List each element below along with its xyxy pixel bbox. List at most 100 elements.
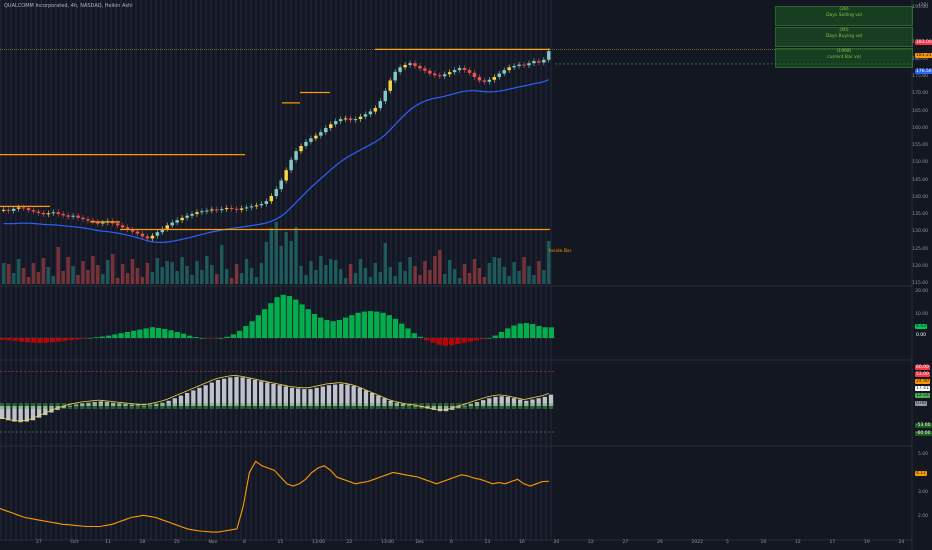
signal-band bbox=[493, 403, 498, 409]
bg-stripe bbox=[340, 0, 342, 540]
macd-bar bbox=[259, 381, 264, 406]
candle-body bbox=[86, 219, 90, 221]
macd-bar bbox=[12, 406, 17, 422]
time-tick-label: 13 bbox=[484, 540, 491, 545]
bg-stripe bbox=[85, 0, 87, 540]
time-tick-label: 18 bbox=[139, 540, 146, 545]
candle-body bbox=[319, 132, 323, 136]
signal-band bbox=[308, 403, 313, 409]
candle-body bbox=[115, 223, 120, 226]
macd-bar bbox=[98, 401, 103, 406]
candle-body bbox=[492, 77, 497, 80]
momentum-bar bbox=[361, 311, 367, 338]
macd-bar bbox=[148, 405, 153, 406]
candle-body bbox=[155, 232, 160, 236]
volume-bar bbox=[36, 272, 41, 284]
candle-body bbox=[41, 212, 46, 215]
momentum-bar bbox=[430, 338, 436, 343]
bg-stripe bbox=[395, 0, 397, 540]
signal-band bbox=[431, 403, 436, 409]
candle-body bbox=[527, 63, 531, 66]
macd-bar bbox=[518, 399, 523, 406]
momentum-bar bbox=[461, 338, 467, 343]
macd-bar bbox=[61, 406, 66, 408]
candle-body bbox=[31, 210, 36, 212]
momentum-bar bbox=[162, 328, 168, 338]
candle-body bbox=[56, 212, 60, 214]
volume-bar bbox=[497, 258, 501, 284]
volume-bar bbox=[264, 242, 269, 284]
candle-body bbox=[6, 209, 11, 211]
volume-bar bbox=[428, 270, 432, 284]
volume-bar bbox=[175, 271, 179, 284]
signal-band bbox=[185, 403, 190, 409]
macd-bar bbox=[413, 406, 418, 407]
momentum-bar bbox=[112, 334, 118, 338]
macd-bar bbox=[302, 389, 307, 406]
volume-bar bbox=[368, 277, 373, 284]
bg-stripe bbox=[470, 0, 472, 540]
time-tick-label: 2022 bbox=[691, 540, 703, 545]
bg-stripe bbox=[260, 0, 262, 540]
candle-body bbox=[229, 208, 234, 210]
momentum-bar bbox=[342, 317, 349, 338]
signal-band bbox=[80, 403, 85, 409]
macd-bar bbox=[296, 388, 301, 406]
momentum-bar bbox=[355, 312, 361, 338]
candle-body bbox=[16, 207, 21, 209]
volume-bar bbox=[383, 243, 387, 284]
momentum-bar bbox=[280, 294, 286, 338]
candle-body bbox=[353, 119, 358, 121]
candle-body bbox=[220, 209, 224, 211]
bg-stripe bbox=[445, 0, 447, 540]
bg-stripe bbox=[215, 0, 217, 540]
volume-bar bbox=[363, 268, 368, 284]
price-tick-label: 140.00 bbox=[912, 194, 928, 200]
volume-bar bbox=[2, 263, 6, 284]
bg-stripe bbox=[345, 0, 347, 540]
momentum-bar bbox=[473, 338, 480, 341]
bg-stripe bbox=[55, 0, 57, 540]
momentum-bar bbox=[218, 338, 224, 339]
macd-bar bbox=[203, 385, 208, 406]
signal-band bbox=[474, 403, 480, 409]
signal-band bbox=[400, 403, 406, 409]
bg-stripe bbox=[100, 0, 102, 540]
candle-body bbox=[299, 146, 303, 152]
signal-band bbox=[277, 403, 282, 409]
candle-body bbox=[324, 128, 328, 133]
candle-body bbox=[180, 217, 184, 221]
bg-stripe bbox=[250, 0, 252, 540]
signal-band bbox=[148, 403, 153, 409]
volume-bar bbox=[135, 268, 140, 284]
momentum-bar bbox=[542, 327, 548, 338]
info-box-selling: (28) Days Selling vol bbox=[775, 6, 913, 26]
macd-bar bbox=[481, 400, 486, 406]
momentum-bar bbox=[442, 338, 449, 346]
signal-band bbox=[111, 403, 116, 409]
signal-band bbox=[530, 403, 535, 409]
bg-stripe bbox=[475, 0, 477, 540]
candle-body bbox=[140, 233, 145, 237]
volume-bar bbox=[81, 261, 85, 284]
candle-body bbox=[249, 206, 254, 208]
momentum-bar bbox=[268, 303, 274, 338]
signal-band bbox=[49, 403, 54, 409]
volume-bar bbox=[438, 250, 442, 284]
candle-body bbox=[274, 189, 278, 197]
macd-bar bbox=[345, 384, 350, 406]
macd-bar bbox=[191, 390, 196, 406]
candle-body bbox=[363, 114, 368, 117]
momentum-bar bbox=[37, 338, 43, 344]
volume-bar bbox=[482, 277, 487, 284]
signal-band bbox=[345, 403, 350, 409]
candle-body bbox=[190, 213, 194, 216]
volume-bar bbox=[215, 274, 219, 284]
macd-bar bbox=[117, 403, 122, 406]
candle-body bbox=[329, 124, 333, 129]
macd-bar bbox=[407, 405, 412, 406]
signal-band bbox=[86, 403, 91, 409]
macd-bar bbox=[277, 385, 282, 406]
volume-bar bbox=[249, 268, 254, 284]
